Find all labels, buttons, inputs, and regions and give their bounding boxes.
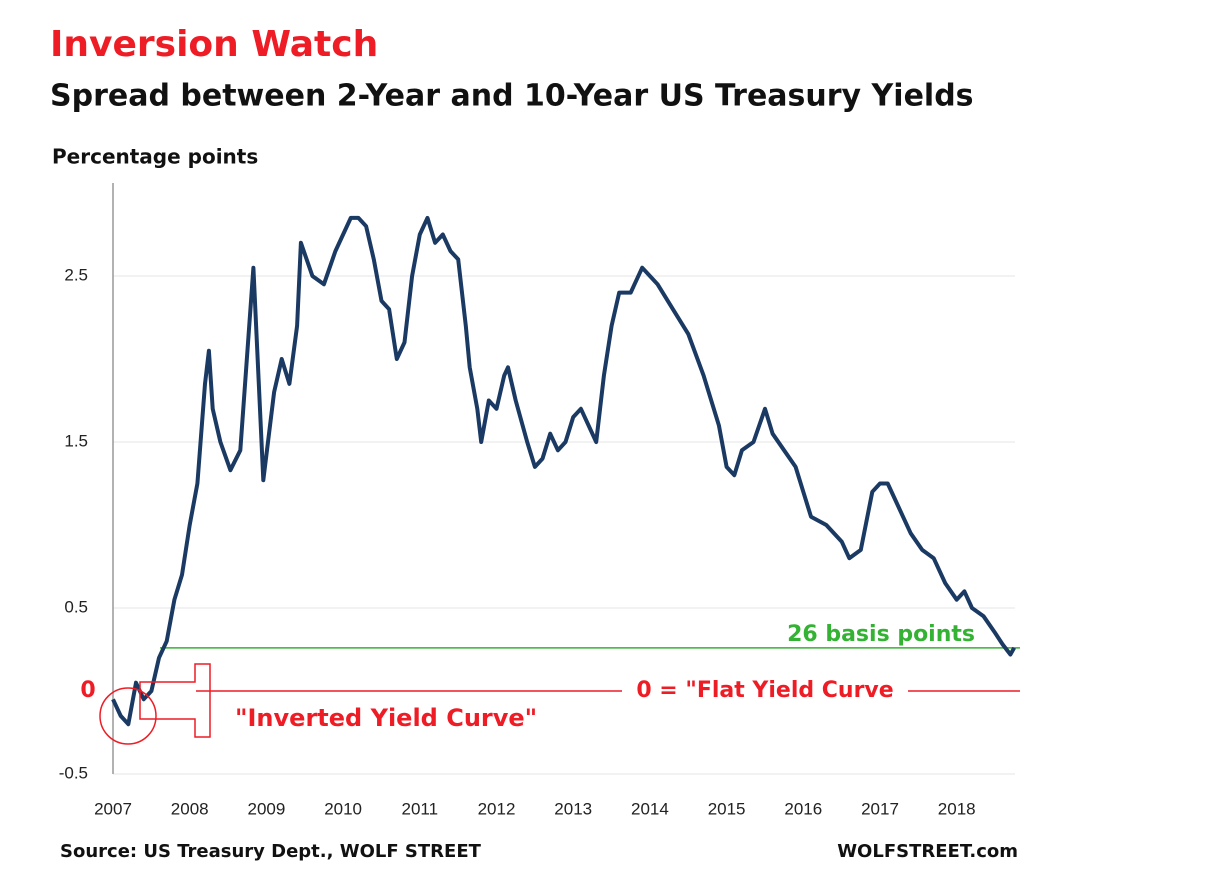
x-tick-label: 2014: [631, 799, 669, 818]
y-tick-label: 0.5: [64, 597, 88, 616]
chart-title: Inversion Watch: [50, 24, 378, 65]
credit: WOLFSTREET.com: [837, 841, 1018, 862]
x-tick-label: 2007: [94, 799, 132, 818]
x-tick-label: 2015: [708, 799, 746, 818]
y-tick-label: -0.5: [59, 763, 88, 782]
arrow: [139, 663, 211, 738]
annotation: "Inverted Yield Curve": [235, 704, 537, 732]
x-tick-label: 2016: [784, 799, 822, 818]
x-tick-label: 2012: [478, 799, 516, 818]
source: Source: US Treasury Dept., WOLF STREET: [60, 841, 482, 862]
highlight-circle: [99, 687, 157, 745]
x-tick-label: 2013: [554, 799, 592, 818]
x-tick-label: 2008: [171, 799, 209, 818]
data-line: [111, 215, 1016, 727]
y-tick-label: 1.5: [64, 431, 88, 450]
x-tick-label: 2009: [247, 799, 285, 818]
chart-subtitle: Spread between 2-Year and 10-Year US Tre…: [50, 79, 974, 114]
plot-area: -0.5 0.5 1.5 2.5 2007 2008 2009 2010 2011 2012 201…: [59, 183, 1020, 818]
reference-label: 0 = "Flat Yield Curve: [636, 678, 893, 703]
reference-axis-label: 0: [80, 678, 95, 703]
x-tick-label: 2017: [861, 799, 899, 818]
x-tick-label: 2010: [324, 799, 362, 818]
x-tick-label: 2011: [402, 799, 439, 818]
y-axis-label: Percentage points: [52, 145, 258, 169]
y-tick-label: 2.5: [64, 265, 88, 284]
x-tick-label: 2018: [938, 799, 976, 818]
reference-label: 26 basis points: [787, 622, 975, 647]
label-background: [622, 677, 908, 705]
